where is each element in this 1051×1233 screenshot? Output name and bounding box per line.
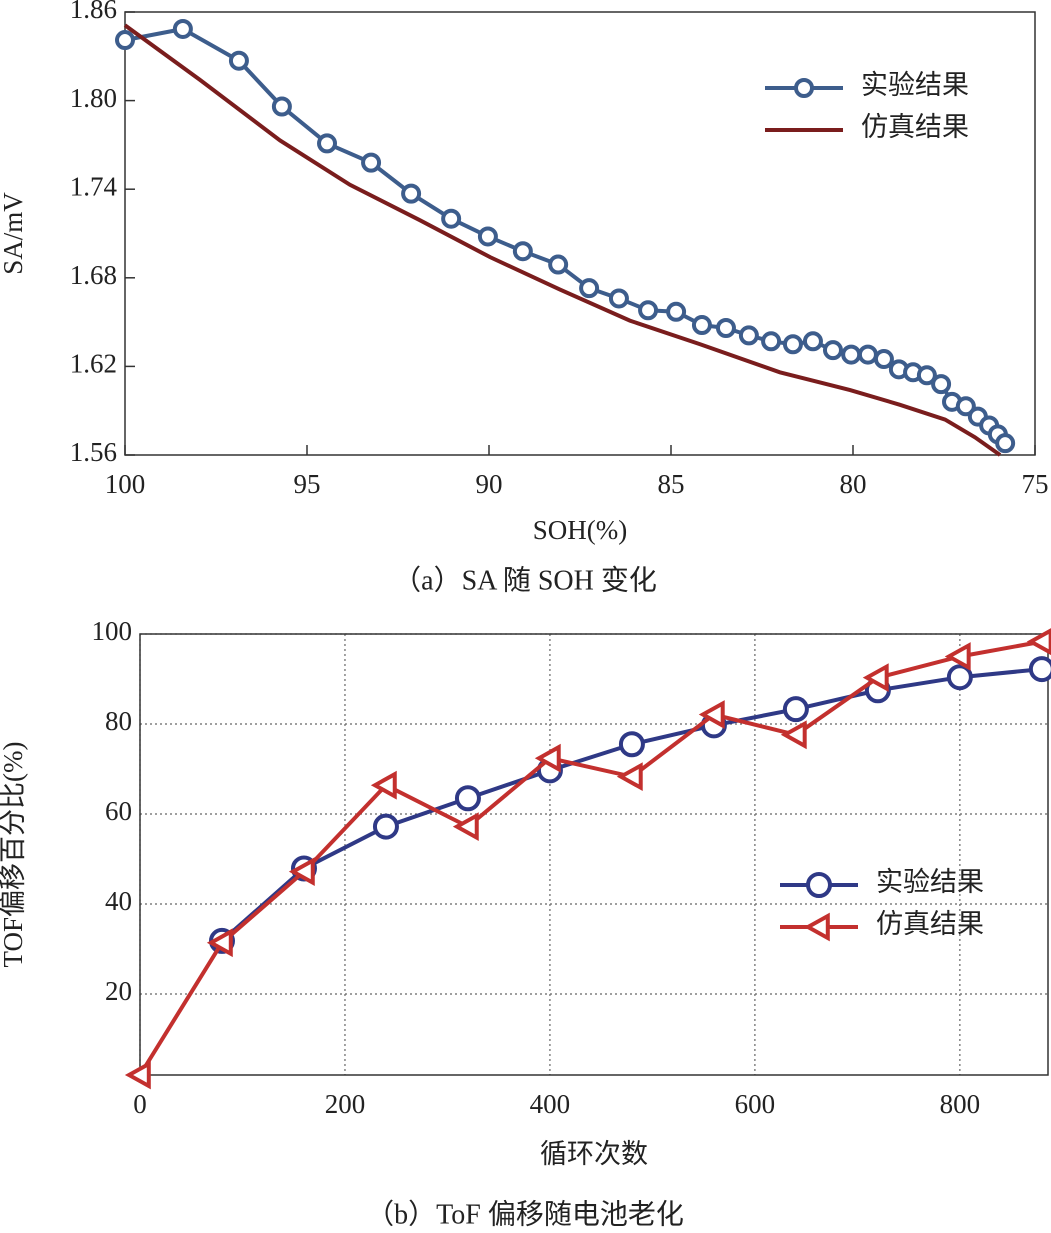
marker <box>691 315 712 336</box>
marker <box>1028 656 1051 683</box>
y-tick-label: 40 <box>105 886 132 916</box>
x-tick-label: 400 <box>530 1089 571 1119</box>
y-tick-label: 1.80 <box>70 83 117 113</box>
marker <box>317 133 338 154</box>
marker <box>955 396 976 417</box>
marker <box>124 1060 151 1090</box>
marker <box>782 696 809 723</box>
marker <box>873 349 894 370</box>
legend-label: 实验结果 <box>876 867 984 897</box>
marker <box>944 642 971 671</box>
marker <box>452 812 479 841</box>
marker <box>995 433 1016 454</box>
marker <box>361 152 382 173</box>
y-tick-label: 1.74 <box>70 171 118 201</box>
y-tick-label: 100 <box>92 616 133 646</box>
plot-frame <box>124 11 1036 456</box>
marker <box>616 762 643 792</box>
marker <box>579 278 600 299</box>
y-tick-label: 80 <box>105 706 132 736</box>
y-tick-label: 20 <box>105 976 132 1006</box>
x-tick-label: 600 <box>735 1089 776 1119</box>
x-tick-label: 100 <box>105 469 146 499</box>
x-tick-label: 80 <box>840 469 867 499</box>
marker <box>172 18 193 39</box>
marker <box>401 183 422 204</box>
marker <box>271 96 292 117</box>
marker <box>822 340 843 361</box>
marker <box>931 374 952 395</box>
series-line <box>138 639 1043 1077</box>
marker <box>115 30 135 51</box>
y-tick-label: 60 <box>105 796 132 826</box>
marker <box>228 50 249 71</box>
marker <box>738 325 759 346</box>
x-tick-label: 200 <box>325 1089 366 1119</box>
x-tick-label: 0 <box>133 1089 147 1119</box>
marker <box>618 731 645 758</box>
marker <box>794 78 814 98</box>
marker <box>862 663 889 693</box>
marker <box>802 331 823 352</box>
marker <box>841 344 862 365</box>
legend-label: 仿真结果 <box>876 909 984 939</box>
legend-label: 实验结果 <box>861 70 969 100</box>
marker <box>715 318 736 339</box>
marker <box>370 770 397 800</box>
y-axis-label: SA/mV <box>0 192 28 275</box>
marker <box>761 331 782 352</box>
marker <box>803 912 830 942</box>
marker <box>666 301 687 322</box>
x-tick-label: 75 <box>1022 469 1049 499</box>
plot-frame <box>139 633 1049 1076</box>
marker <box>638 300 659 321</box>
y-tick-label: 1.86 <box>70 0 117 24</box>
x-tick-label: 800 <box>940 1089 981 1119</box>
x-axis-label: 循环次数 <box>540 1139 648 1169</box>
x-tick-label: 85 <box>658 469 685 499</box>
marker <box>206 928 233 958</box>
marker <box>441 208 462 229</box>
y-tick-label: 1.68 <box>70 260 117 290</box>
y-tick-label: 1.56 <box>70 437 117 467</box>
y-tick-label: 1.62 <box>70 349 117 379</box>
marker <box>916 365 937 386</box>
marker <box>512 241 533 262</box>
marker <box>477 226 498 247</box>
series-line <box>123 23 1002 457</box>
caption: （a）SA 随 SOH 变化 <box>393 564 657 596</box>
x-tick-label: 95 <box>294 469 321 499</box>
marker <box>857 344 878 365</box>
caption: （b）ToF 偏移随电池老化 <box>366 1198 684 1230</box>
marker <box>372 813 399 840</box>
marker <box>608 288 629 309</box>
marker <box>782 334 803 355</box>
marker <box>946 664 973 691</box>
x-axis-label: SOH(%) <box>533 515 628 545</box>
y-axis-label: TOF偏移百分比(%) <box>0 742 28 968</box>
x-tick-label: 90 <box>476 469 503 499</box>
marker <box>454 785 481 812</box>
marker <box>806 872 832 898</box>
marker <box>548 254 569 275</box>
marker <box>288 857 315 886</box>
marker <box>780 720 807 750</box>
marker <box>698 700 725 729</box>
marker <box>534 743 561 773</box>
legend-label: 仿真结果 <box>861 112 969 142</box>
